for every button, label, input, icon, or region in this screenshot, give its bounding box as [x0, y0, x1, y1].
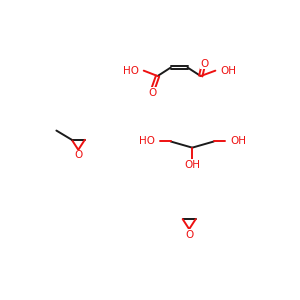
- Text: HO: HO: [139, 136, 154, 146]
- Text: OH: OH: [220, 66, 236, 76]
- Text: O: O: [185, 230, 193, 239]
- Text: HO: HO: [123, 66, 139, 76]
- Text: O: O: [149, 88, 157, 98]
- Text: OH: OH: [184, 160, 200, 170]
- Text: O: O: [200, 59, 209, 69]
- Text: OH: OH: [230, 136, 246, 146]
- Text: O: O: [74, 150, 82, 160]
